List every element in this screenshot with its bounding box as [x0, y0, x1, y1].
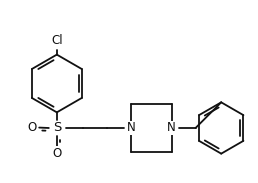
Text: S: S: [53, 122, 61, 135]
Text: N: N: [167, 122, 176, 135]
Text: N: N: [127, 122, 136, 135]
Text: O: O: [27, 121, 37, 134]
Text: Cl: Cl: [51, 34, 63, 47]
Text: O: O: [52, 147, 61, 160]
